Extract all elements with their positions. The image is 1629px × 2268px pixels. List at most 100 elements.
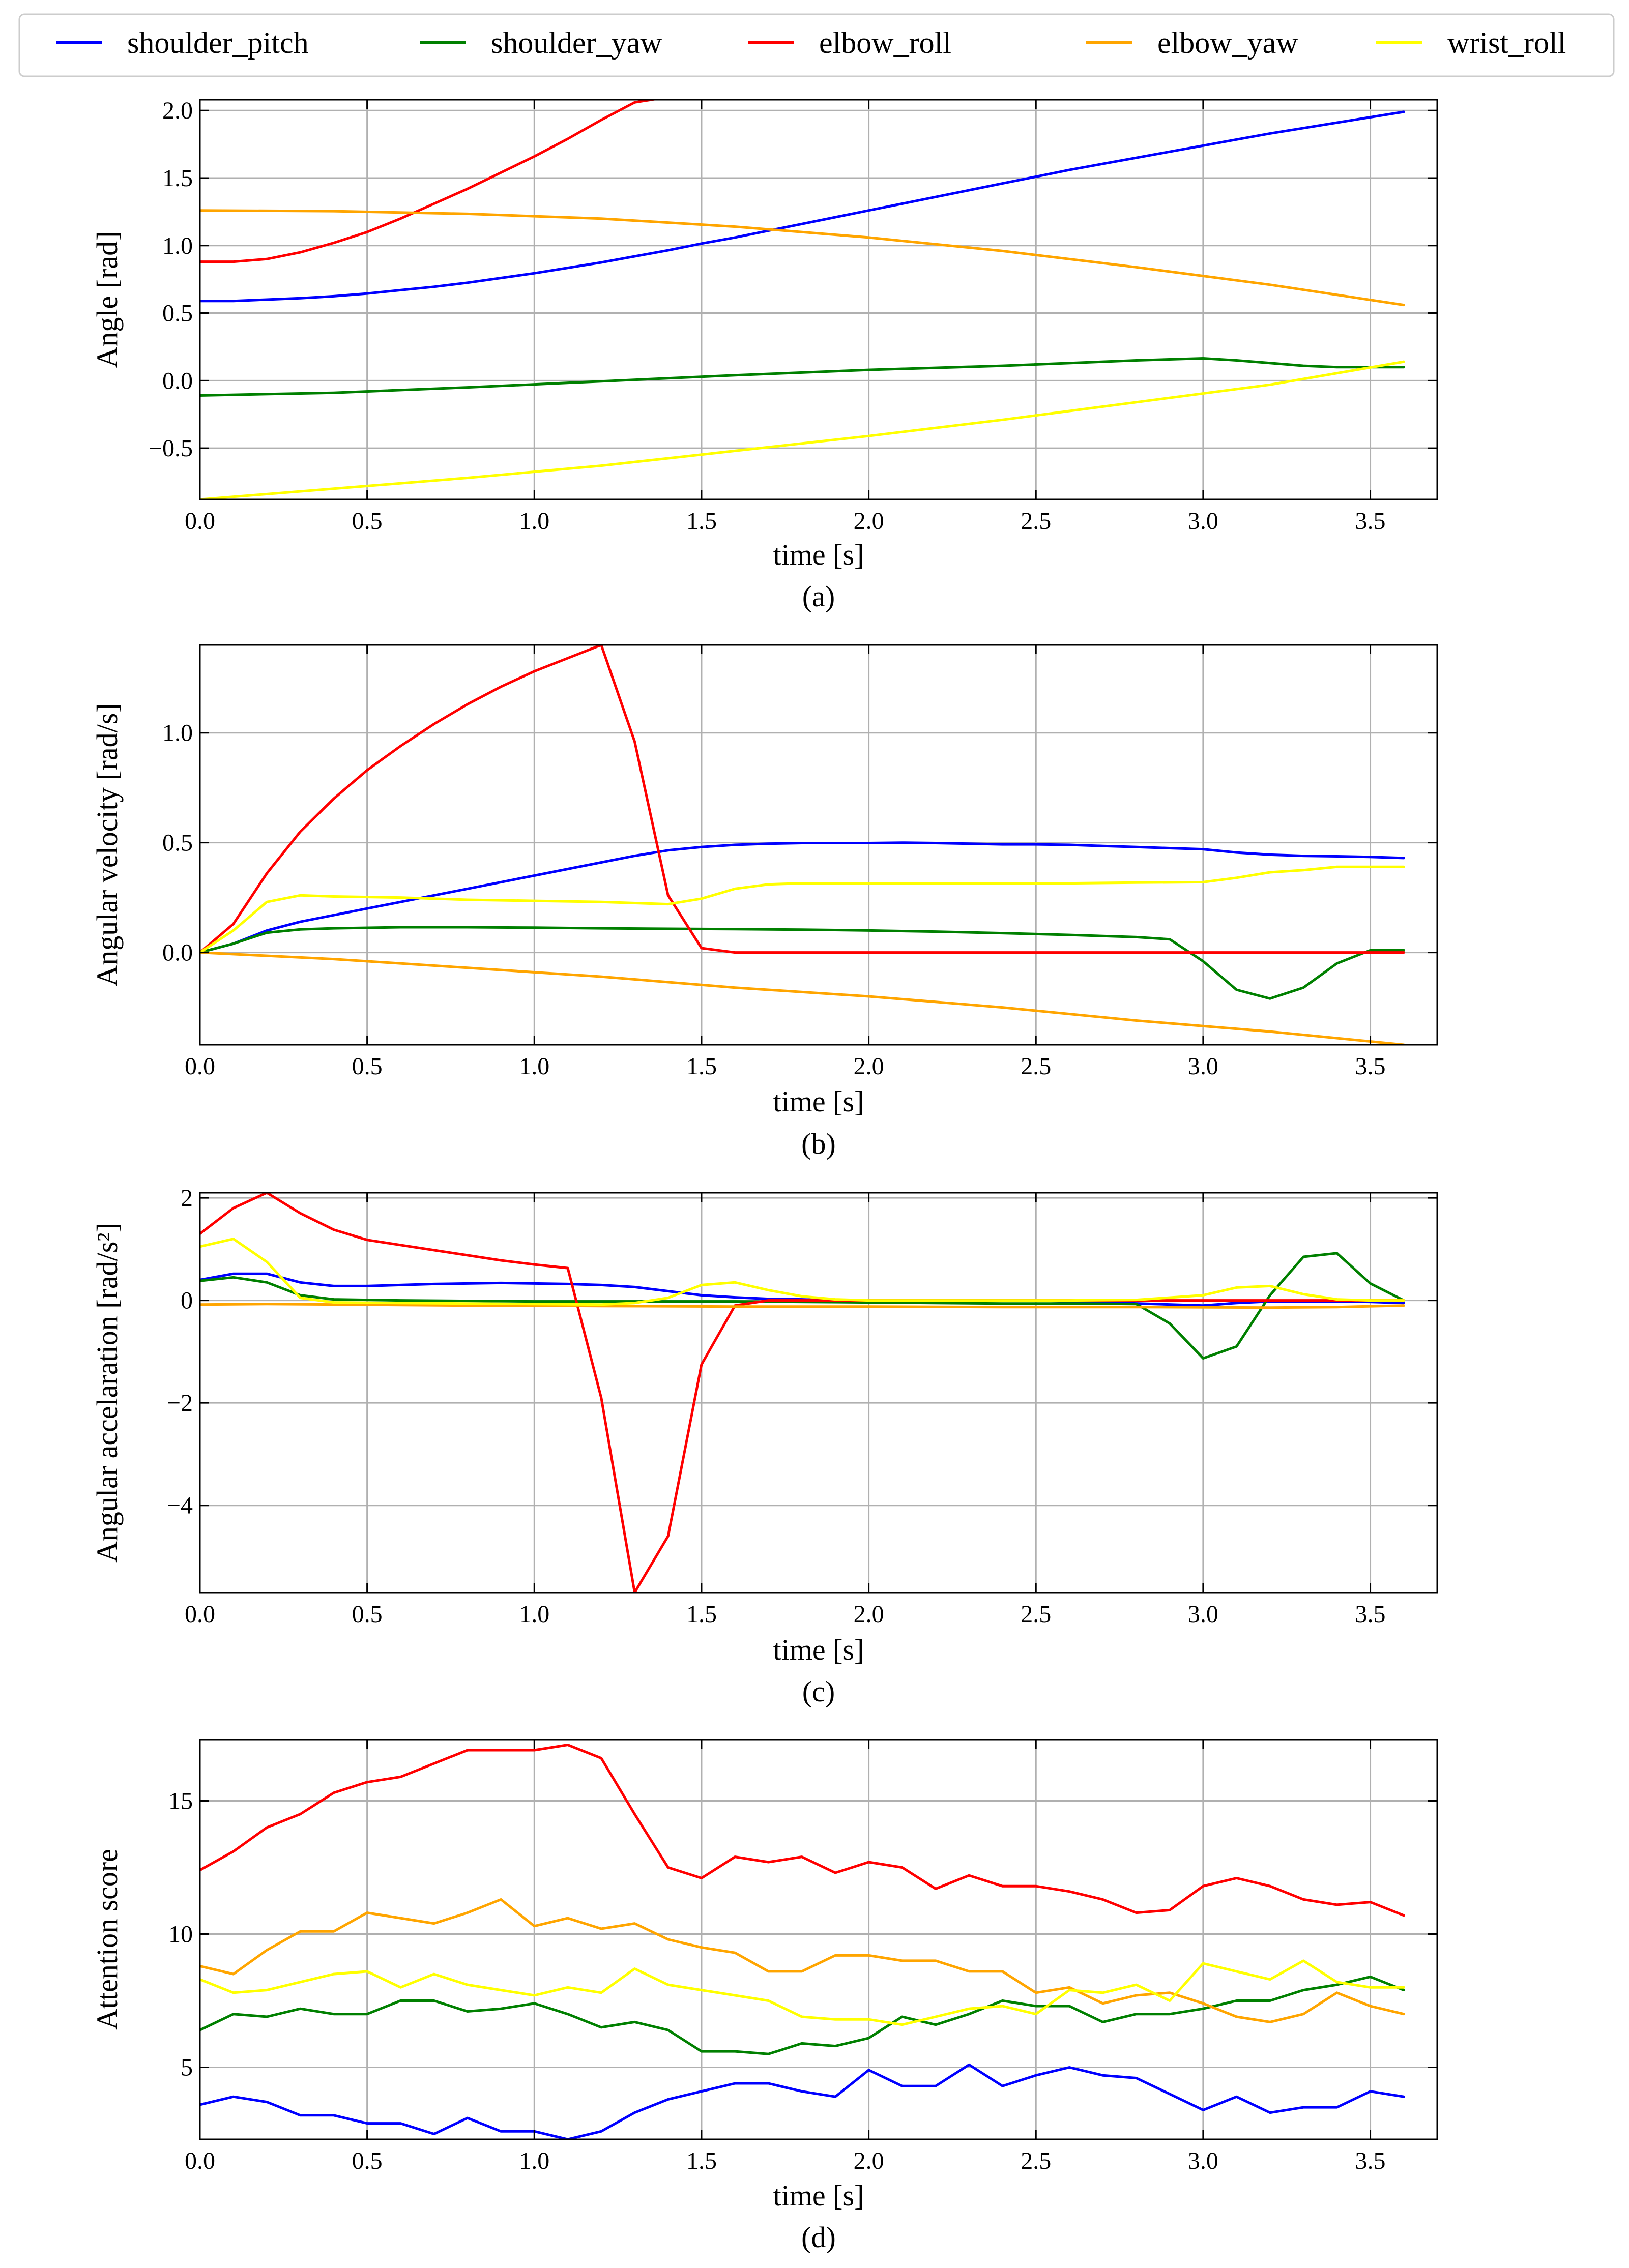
legend-label: wrist_roll — [1447, 26, 1566, 60]
y-tick-label: 15 — [168, 1788, 193, 1815]
x-axis-label: time [s] — [773, 538, 864, 571]
y-axis-label: Angular accelaration [rad/s²] — [91, 1223, 124, 1563]
ticks: 0.0 0.5 1.0 1.5 2.0 2.5 3.0 3.5 0.0 0.5 1.0 — [162, 645, 1437, 1080]
plot-frame — [199, 99, 1438, 500]
panel-c: 0.0 0.5 1.0 1.5 2.0 2.5 3.0 3.5 −4 −2 0 2 time [s] An… — [91, 1185, 1438, 1708]
y-tick-label: −0.5 — [149, 435, 193, 462]
legend-item-shoulder-yaw: shoulder_yaw — [420, 26, 662, 60]
x-tick-label: 2.5 — [1021, 2147, 1051, 2174]
series-group — [200, 645, 1405, 1045]
x-tick-label: 3.0 — [1188, 1053, 1218, 1080]
legend: shoulder_pitch shoulder_yaw elbow_roll elbo… — [18, 13, 1615, 77]
x-tick-label: 2.0 — [854, 508, 884, 535]
series-line-wrist-roll — [200, 865, 1405, 954]
x-tick-label: 2.5 — [1021, 1601, 1051, 1628]
x-tick-label: 0.0 — [185, 1601, 215, 1628]
y-tick-label: 0 — [181, 1287, 193, 1314]
series-line-shoulder-pitch — [200, 2063, 1405, 2139]
plot-frame — [199, 1192, 1438, 1594]
x-tick-label: 3.5 — [1355, 508, 1386, 535]
series-group — [200, 1744, 1405, 2139]
legend-frame — [18, 13, 1615, 77]
x-tick-label: 2.5 — [1021, 1053, 1051, 1080]
series-line-wrist-roll — [200, 1238, 1405, 1306]
y-tick-label: 2.0 — [162, 97, 193, 124]
series-line-shoulder-pitch — [200, 1272, 1405, 1307]
x-tick-label: 0.5 — [352, 2147, 383, 2174]
series-line-wrist-roll — [200, 360, 1405, 499]
y-axis-label: Attention score — [91, 1849, 124, 2030]
legend-item-elbow-roll: elbow_roll — [748, 26, 951, 60]
y-tick-label: 5 — [181, 2054, 193, 2081]
series-line-shoulder-yaw — [200, 357, 1405, 397]
x-tick-label: 1.0 — [519, 2147, 549, 2174]
x-tick-label: 0.5 — [352, 508, 383, 535]
ticks: 0.0 0.5 1.0 1.5 2.0 2.5 3.0 3.5 −0.5 0.0 0.5 1.0 1.5… — [149, 97, 1437, 535]
x-tick-label: 0.5 — [352, 1601, 383, 1628]
x-tick-label: 2.0 — [854, 1053, 884, 1080]
series-line-shoulder-yaw — [200, 1252, 1405, 1360]
series-group — [200, 1193, 1405, 1593]
x-tick-label: 0.0 — [185, 508, 215, 535]
plot-frame — [199, 644, 1438, 1046]
ticks: 0.0 0.5 1.0 1.5 2.0 2.5 3.0 3.5 5 10 15 — [168, 1740, 1437, 2174]
legend-label: elbow_roll — [819, 26, 951, 60]
legend-label: shoulder_pitch — [127, 26, 309, 60]
series-line-shoulder-pitch — [200, 110, 1405, 303]
legend-item-wrist-roll: wrist_roll — [1376, 26, 1566, 60]
legend-item-shoulder-pitch: shoulder_pitch — [56, 26, 309, 60]
x-tick-label: 1.0 — [519, 508, 549, 535]
x-tick-label: 1.5 — [686, 1601, 717, 1628]
x-tick-label: 3.0 — [1188, 508, 1218, 535]
plot-frame — [199, 1739, 1438, 2140]
y-tick-label: −4 — [167, 1492, 193, 1519]
panel-d: 0.0 0.5 1.0 1.5 2.0 2.5 3.0 3.5 5 10 15 time [s] Att… — [91, 1739, 1438, 2254]
x-tick-label: 3.0 — [1188, 1601, 1218, 1628]
series-line-shoulder-yaw — [200, 1975, 1405, 2055]
y-axis-label: Angular velocity [rad/s] — [91, 703, 124, 986]
series-line-elbow-yaw — [200, 951, 1405, 1045]
x-tick-label: 2.0 — [854, 1601, 884, 1628]
series-line-shoulder-yaw — [200, 926, 1405, 1000]
series-group — [200, 100, 1405, 499]
x-axis-label: time [s] — [773, 2179, 864, 2212]
y-tick-label: 0.5 — [162, 830, 193, 857]
legend-item-elbow-yaw: elbow_yaw — [1086, 26, 1298, 60]
y-axis-label: Angle [rad] — [91, 231, 124, 368]
x-tick-label: 0.0 — [185, 2147, 215, 2174]
grid — [199, 1740, 1437, 2139]
x-tick-label: 1.0 — [519, 1601, 549, 1628]
series-line-elbow-yaw — [200, 209, 1405, 307]
y-tick-label: 0.0 — [162, 367, 193, 394]
series-line-elbow-yaw — [200, 1898, 1405, 2023]
x-tick-label: 1.5 — [686, 508, 717, 535]
panel-a: 0.0 0.5 1.0 1.5 2.0 2.5 3.0 3.5 −0.5 0.0 0.5 1.0 1.5… — [91, 97, 1438, 613]
x-tick-label: 3.5 — [1355, 1601, 1386, 1628]
panel-caption: (c) — [802, 1675, 835, 1708]
x-tick-label: 3.5 — [1355, 1053, 1386, 1080]
x-tick-label: 1.5 — [686, 2147, 717, 2174]
y-tick-label: 10 — [168, 1921, 193, 1948]
legend-label: shoulder_yaw — [491, 26, 662, 60]
series-line-elbow-roll — [200, 1744, 1405, 1917]
x-tick-label: 1.5 — [686, 1053, 717, 1080]
series-line-shoulder-pitch — [200, 841, 1405, 954]
x-tick-label: 0.5 — [352, 1053, 383, 1080]
x-tick-label: 2.5 — [1021, 508, 1051, 535]
y-tick-label: 2 — [181, 1185, 193, 1212]
panel-caption: (b) — [801, 1127, 836, 1160]
legend-label: elbow_yaw — [1157, 26, 1298, 60]
x-axis-label: time [s] — [773, 1633, 864, 1666]
panel-caption: (a) — [802, 580, 835, 613]
x-tick-label: 1.0 — [519, 1053, 549, 1080]
y-tick-label: 0.0 — [162, 939, 193, 966]
y-tick-label: −2 — [167, 1390, 193, 1417]
ticks: 0.0 0.5 1.0 1.5 2.0 2.5 3.0 3.5 −4 −2 0 2 — [167, 1185, 1437, 1628]
y-tick-label: 0.5 — [162, 300, 193, 327]
series-line-elbow-roll — [200, 100, 660, 263]
x-axis-label: time [s] — [773, 1085, 864, 1118]
x-tick-label: 2.0 — [854, 2147, 884, 2174]
y-tick-label: 1.0 — [162, 232, 193, 259]
